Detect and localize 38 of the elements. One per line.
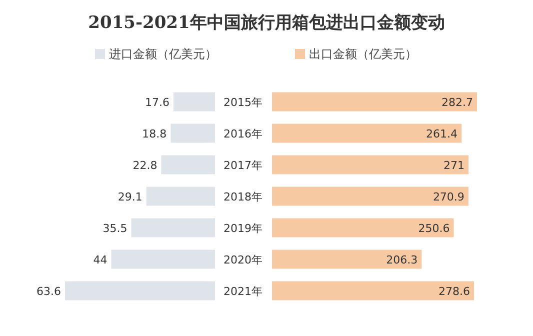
legend-label: 出口金额（亿美元） [309,47,417,61]
data-label: 22.8 [132,158,158,172]
data-label: 270.9 [432,190,464,204]
bar [272,281,474,300]
bar [272,186,468,206]
data-label: 278.6 [438,284,470,298]
y-tick-label: 2017年 [224,158,262,172]
bar [272,92,477,112]
y-tick-label: 2018年 [224,190,262,204]
bar [272,218,454,238]
y-tick-label: 2016年 [224,127,262,140]
bar [161,155,215,174]
data-label: 35.5 [102,222,128,235]
data-label: 63.6 [36,284,61,298]
bar [170,124,215,143]
data-label: 17.6 [144,96,170,109]
data-label: 271 [444,158,465,172]
bar [173,92,215,112]
y-tick-label: 2019年 [224,222,262,235]
bar [131,218,215,238]
bar [272,155,469,174]
bar [111,250,215,269]
data-label: 44 [93,253,108,266]
bar [272,250,422,269]
data-label: 18.8 [142,127,167,140]
y-tick-label: 2021年 [224,284,262,298]
bar [272,124,462,143]
y-tick-label: 2020年 [224,253,262,266]
data-label: 282.7 [442,96,473,109]
text: 2015-2021年中国旅行用箱包进出口金额变动 [88,13,445,33]
data-label: 250.6 [418,222,450,235]
bar [65,281,215,300]
legend-label: 进口金额（亿美元） [109,47,217,61]
data-label: 206.3 [386,253,418,266]
bar [146,186,215,206]
y-tick-label: 2015年 [224,96,262,109]
data-label: 29.1 [118,190,142,204]
data-label: 261.4 [426,127,458,140]
